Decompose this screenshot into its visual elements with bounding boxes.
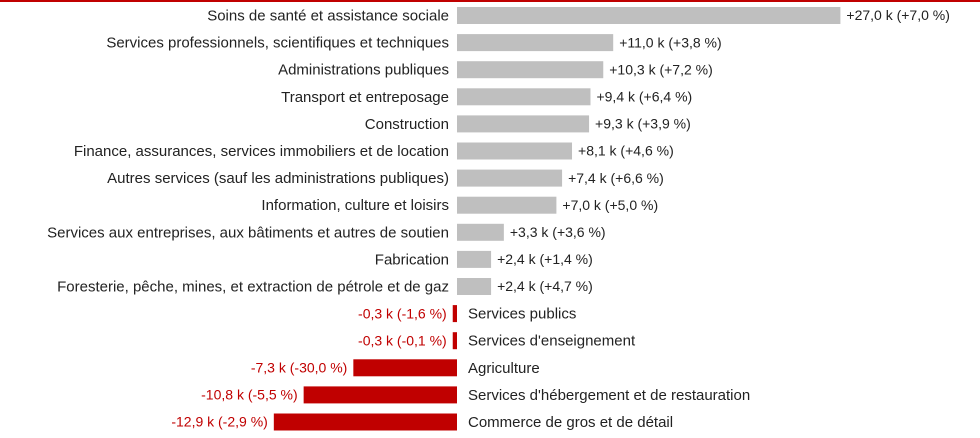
category-label: Construction bbox=[365, 116, 449, 133]
data-label: +9,3 k (+3,9 %) bbox=[595, 116, 691, 132]
data-label: -0,3 k (-1,6 %) bbox=[358, 305, 447, 321]
category-label: Transport et entreposage bbox=[281, 89, 449, 106]
data-label: +8,1 k (+4,6 %) bbox=[578, 143, 674, 159]
bar bbox=[457, 223, 504, 241]
top-rule bbox=[0, 0, 980, 2]
category-label: Finance, assurances, services immobilier… bbox=[74, 143, 449, 160]
category-label: Services d'hébergement et de restauratio… bbox=[468, 387, 750, 404]
category-label: Services professionnels, scientifiques e… bbox=[106, 35, 449, 52]
bar bbox=[457, 142, 573, 160]
category-label: Services publics bbox=[468, 306, 576, 323]
category-label: Agriculture bbox=[468, 360, 540, 377]
category-label: Administrations publiques bbox=[278, 62, 449, 79]
data-label: +10,3 k (+7,2 %) bbox=[609, 61, 713, 77]
bar bbox=[457, 61, 604, 79]
data-label: -12,9 k (-2,9 %) bbox=[171, 414, 267, 430]
bar bbox=[273, 413, 457, 431]
bar bbox=[457, 250, 492, 268]
bar bbox=[452, 305, 457, 323]
bar bbox=[457, 34, 614, 52]
bar bbox=[452, 332, 457, 350]
bar bbox=[353, 359, 457, 377]
data-label: +27,0 k (+7,0 %) bbox=[846, 7, 950, 23]
data-label: +9,4 k (+6,4 %) bbox=[596, 89, 692, 105]
data-label: +3,3 k (+3,6 %) bbox=[510, 224, 606, 240]
data-label: -7,3 k (-30,0 %) bbox=[251, 360, 347, 376]
data-label: +7,0 k (+5,0 %) bbox=[562, 197, 658, 213]
data-label: -0,3 k (-0,1 %) bbox=[358, 332, 447, 348]
data-label: +11,0 k (+3,8 %) bbox=[619, 34, 721, 50]
data-label: -10,8 k (-5,5 %) bbox=[201, 387, 297, 403]
bar bbox=[303, 386, 457, 404]
category-label: Services aux entreprises, aux bâtiments … bbox=[47, 224, 449, 241]
data-label: +7,4 k (+6,6 %) bbox=[568, 170, 664, 186]
bar bbox=[457, 278, 492, 295]
category-label: Autres services (sauf les administration… bbox=[107, 170, 449, 187]
bar bbox=[457, 7, 841, 24]
category-label: Fabrication bbox=[375, 251, 449, 268]
bar bbox=[457, 196, 557, 214]
category-label: Foresterie, pêche, mines, et extraction … bbox=[57, 278, 449, 295]
category-label: Services d'enseignement bbox=[468, 333, 636, 350]
bar bbox=[457, 115, 590, 133]
bar bbox=[457, 88, 591, 106]
category-label: Commerce de gros et de détail bbox=[468, 414, 673, 431]
bar bbox=[457, 169, 563, 187]
data-label: +2,4 k (+4,7 %) bbox=[497, 278, 593, 294]
data-label: +2,4 k (+1,4 %) bbox=[497, 251, 593, 267]
category-label: Soins de santé et assistance sociale bbox=[207, 7, 449, 24]
category-label: Information, culture et loisirs bbox=[261, 197, 449, 214]
